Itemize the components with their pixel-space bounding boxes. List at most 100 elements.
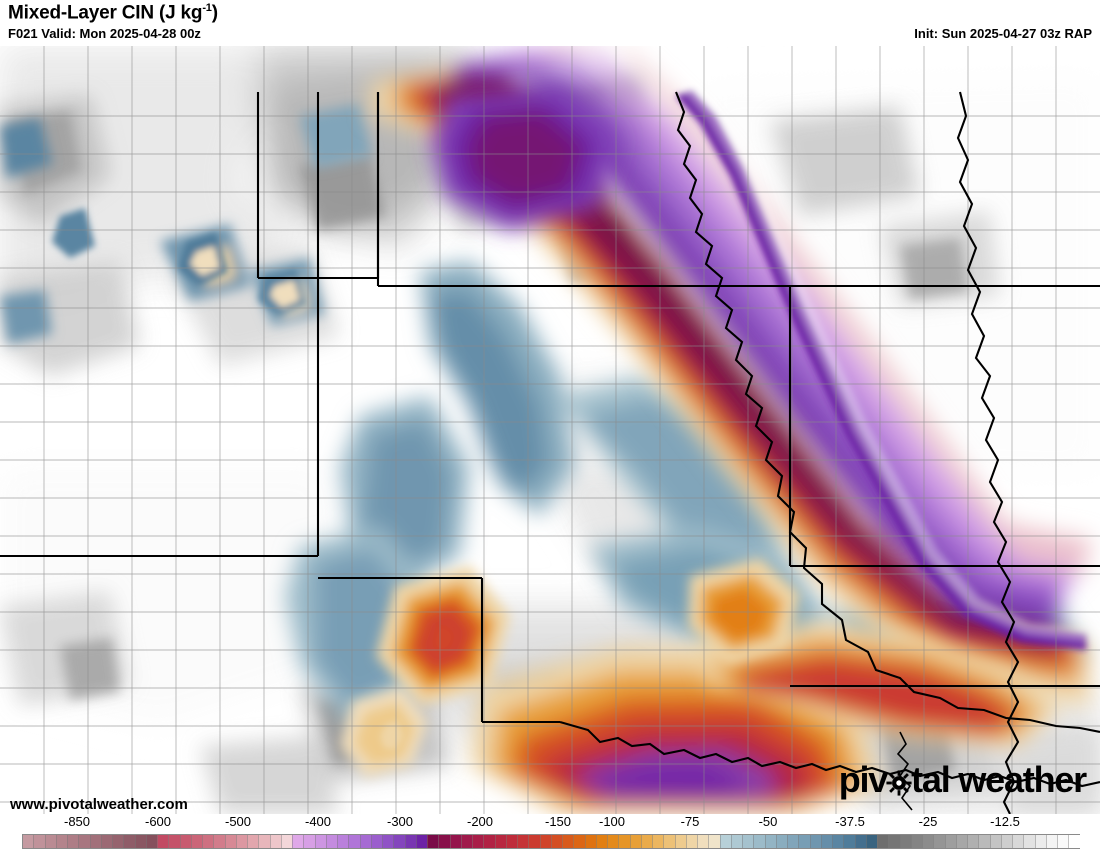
map-header: Mixed-Layer CIN (J kg-1) F021 Valid: Mon… [0,0,1100,46]
colorbar-tick-label: -200 [466,814,494,829]
colorbar-swatch [190,835,202,848]
valid-time-label: F021 Valid: Mon 2025-04-28 00z [8,26,201,41]
colorbar-swatch [269,835,281,848]
colorbar-swatch [438,835,450,848]
colorbar-swatch [483,835,495,848]
colorbar-tick-label: -400 [304,814,332,829]
colorbar-tick-label: -50 [758,814,778,829]
colorbar-swatch [832,835,844,848]
colorbar-swatch [33,835,45,848]
colorbar-swatch [415,835,427,848]
colorbar-swatch [348,835,360,848]
colorbar-swatch [922,835,934,848]
colorbar-swatch [595,835,607,848]
logo-text-part1: piv [838,759,889,800]
colorbar-swatch [472,835,484,848]
colorbar-swatch [978,835,990,848]
colorbar-swatch [145,835,157,848]
colorbar-swatch [742,835,754,848]
colorbar-swatch [314,835,326,848]
map-canvas[interactable]: www.pivotalweather.com piv [0,46,1100,814]
colorbar-swatch [719,835,731,848]
colorbar-swatch [44,835,56,848]
cin-field-svg [0,46,1100,814]
colorbar-swatch [292,835,304,848]
colorbar-swatch [550,835,562,848]
colorbar-swatch [55,835,67,848]
page-title-exponent: -1 [202,2,212,14]
colorbar-swatch [1045,835,1057,848]
colorbar-gradient[interactable] [22,834,1080,849]
colorbar-tick-label: -25 [918,814,938,829]
colorbar-swatch [663,835,675,848]
colorbar-swatch [910,835,922,848]
colorbar-swatch [337,835,349,848]
colorbar-swatch [235,835,247,848]
colorbar-swatch [168,835,180,848]
colorbar-swatch [798,835,810,848]
page-title: Mixed-Layer CIN (J kg-1) [8,2,218,24]
colorbar-swatch [1000,835,1012,848]
colorbar-swatch [370,835,382,848]
colorbar-swatch [685,835,697,848]
colorbar-swatch [955,835,967,848]
colorbar-swatch [764,835,776,848]
colorbar-swatch [67,835,79,848]
colorbar-swatch [449,835,461,848]
colorbar-swatch [213,835,225,848]
colorbar-swatch [607,835,619,848]
colorbar-swatch [674,835,686,848]
site-url-watermark: www.pivotalweather.com [10,796,188,813]
colorbar-swatch [528,835,540,848]
colorbar-tick-label: -12.5 [990,814,1020,829]
colorbar-tick-labels: -850 -600 -500 -400 -300 -200 -150 -100 -75 -50 -3… [0,814,1100,833]
colorbar-swatch [1068,835,1080,848]
colorbar-swatch [899,835,911,848]
county-borders [0,46,1100,814]
colorbar-swatch [888,835,900,848]
colorbar-swatch [708,835,720,848]
pivotal-weather-logo: piv [838,759,1087,801]
colorbar-swatch [1023,835,1035,848]
colorbar-swatch [809,835,821,848]
colorbar-tick-label: -300 [386,814,414,829]
colorbar-tick-label: -500 [224,814,252,829]
colorbar-swatch [944,835,956,848]
colorbar-swatch [787,835,799,848]
colorbar-swatch [629,835,641,848]
colorbar-swatch [112,835,124,848]
init-time-label: Init: Sun 2025-04-27 03z RAP [914,26,1092,41]
colorbar-swatch [820,835,832,848]
colorbar-swatch [652,835,664,848]
colorbar-swatch [854,835,866,848]
colorbar-tick-label: -600 [144,814,172,829]
colorbar-tick-label: -75 [680,814,700,829]
colorbar-swatch [562,835,574,848]
colorbar-swatch [78,835,90,848]
logo-text-part2: tal weather [911,759,1087,800]
colorbar-section: -850 -600 -500 -400 -300 -200 -150 -100 -75 -50 -3… [0,814,1100,850]
colorbar-swatch [89,835,101,848]
colorbar-swatch [123,835,135,848]
colorbar-swatch [967,835,979,848]
colorbar-swatch [573,835,585,848]
colorbar-swatch [730,835,742,848]
page-title-main: Mixed-Layer CIN (J kg [8,2,203,24]
colorbar-swatch [505,835,517,848]
colorbar-swatch [179,835,191,848]
colorbar-swatch [393,835,405,848]
colorbar-swatch [1012,835,1024,848]
colorbar-tick-label: -150 [544,814,572,829]
colorbar-swatch [23,835,34,848]
colorbar-swatch [202,835,214,848]
colorbar-tick-label: -100 [598,814,626,829]
colorbar-swatch [539,835,551,848]
colorbar-swatch [280,835,292,848]
colorbar-swatch [753,835,765,848]
colorbar-swatch [843,835,855,848]
river-line [896,731,913,811]
colorbar-swatch [865,835,877,848]
colorbar-swatch [989,835,1001,848]
colorbar-swatch [382,835,394,848]
